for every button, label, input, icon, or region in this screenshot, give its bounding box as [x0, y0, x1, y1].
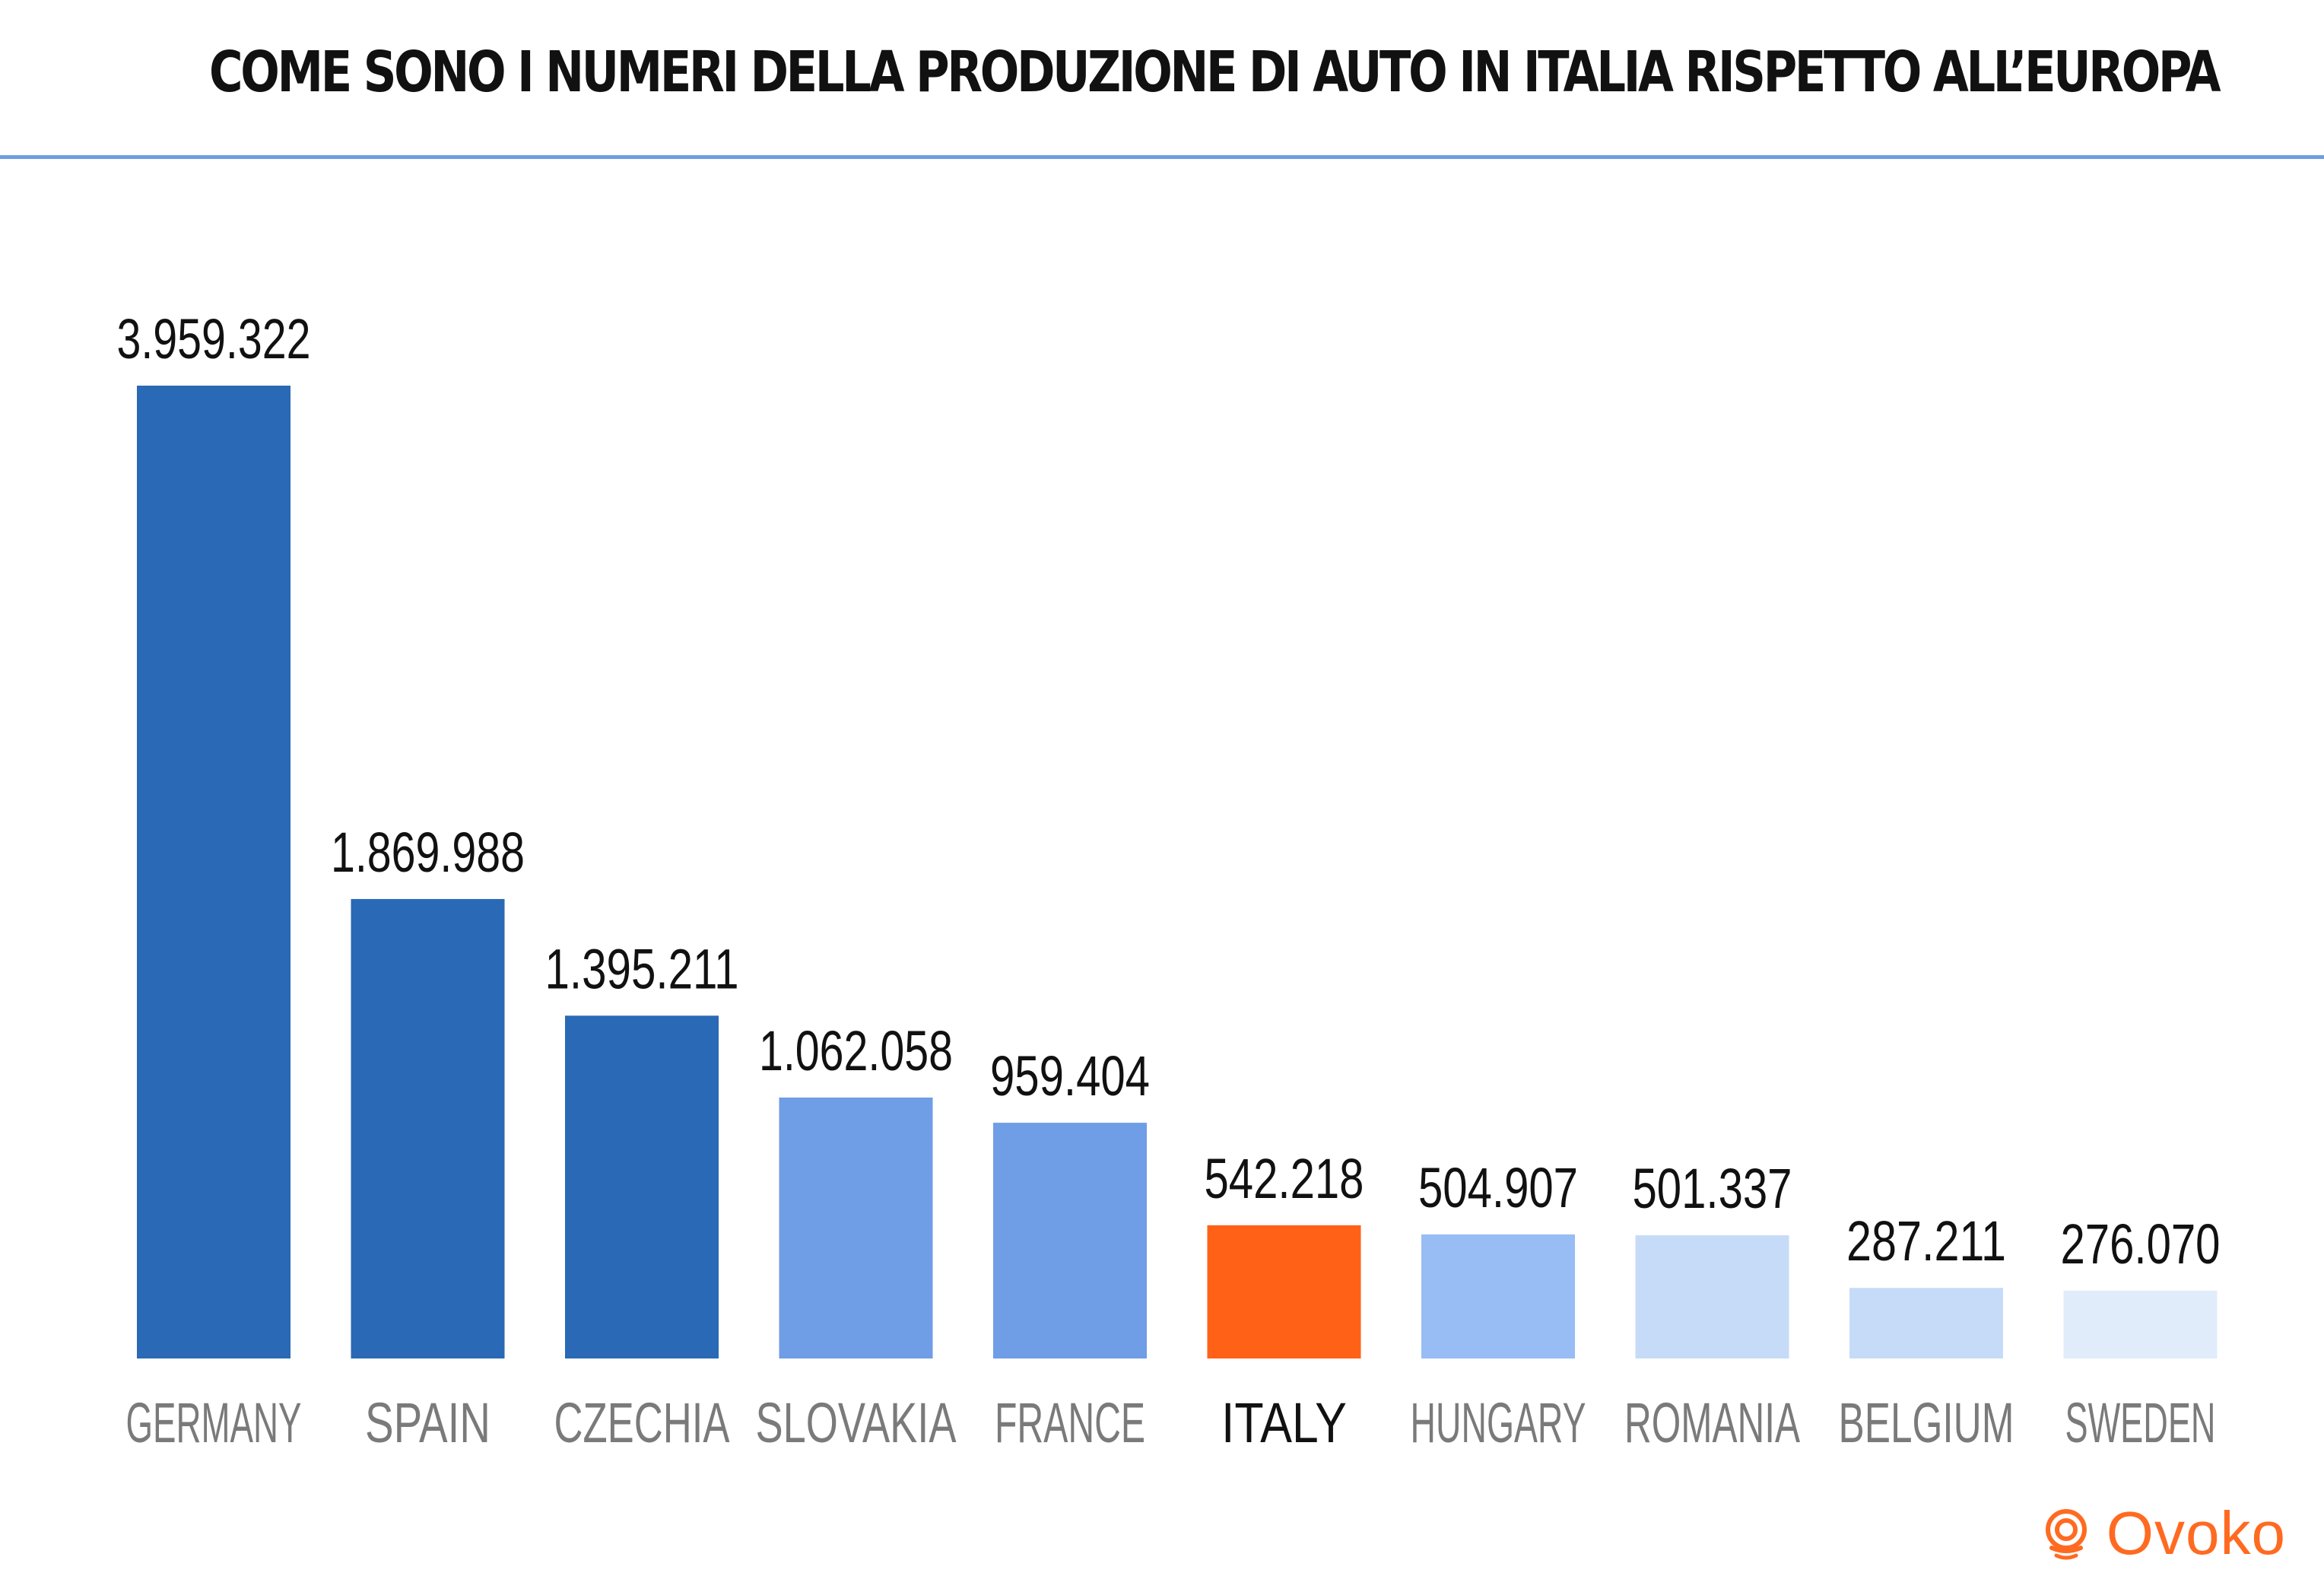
value-label-france: 959.404 — [990, 1044, 1150, 1107]
category-label-romania: ROMANIA — [1624, 1391, 1800, 1454]
category-label-france: FRANCE — [995, 1391, 1145, 1454]
chart-title: COME SONO I NUMERI DELLA PRODUZIONE DI A… — [209, 40, 2221, 105]
category-label-slovakia: SLOVAKIA — [756, 1391, 957, 1454]
value-label-czechia: 1.395.211 — [545, 937, 739, 1000]
category-label-belgium: BELGIUM — [1839, 1391, 2014, 1454]
value-label-romania: 501.337 — [1633, 1157, 1792, 1220]
bar-germany — [137, 386, 290, 1358]
category-label-sweden: SWEDEN — [2065, 1391, 2216, 1454]
title-divider — [0, 155, 2324, 159]
bar-sweden — [2063, 1290, 2218, 1358]
category-label-spain: SPAIN — [365, 1391, 491, 1454]
category-label-czechia: CZECHIA — [554, 1391, 730, 1454]
bar-belgium — [1849, 1288, 2003, 1358]
value-label-belgium: 287.211 — [1846, 1209, 2006, 1273]
bar-czechia — [565, 1015, 719, 1358]
bar-france — [993, 1123, 1147, 1358]
value-label-slovakia: 1.062.058 — [759, 1019, 953, 1082]
value-label-spain: 1.869.988 — [331, 821, 525, 884]
brand-name: Ovoko — [2106, 1499, 2286, 1567]
ovoko-logo-icon — [2045, 1509, 2087, 1560]
bar-italy — [1207, 1225, 1361, 1358]
category-label-italy: ITALY — [1221, 1391, 1347, 1454]
bar-hungary — [1421, 1234, 1575, 1358]
bar-spain — [351, 898, 505, 1358]
value-label-italy: 542.218 — [1205, 1147, 1364, 1210]
category-label-hungary: HUNGARY — [1411, 1391, 1586, 1454]
bar-romania — [1635, 1235, 1789, 1358]
bar-slovakia — [779, 1097, 933, 1358]
category-label-germany: GERMANY — [126, 1391, 302, 1454]
brand-logo: Ovoko — [2040, 1498, 2286, 1568]
value-label-germany: 3.959.322 — [117, 307, 311, 370]
value-label-sweden: 276.070 — [2061, 1212, 2221, 1276]
value-label-hungary: 504.907 — [1418, 1156, 1578, 1219]
